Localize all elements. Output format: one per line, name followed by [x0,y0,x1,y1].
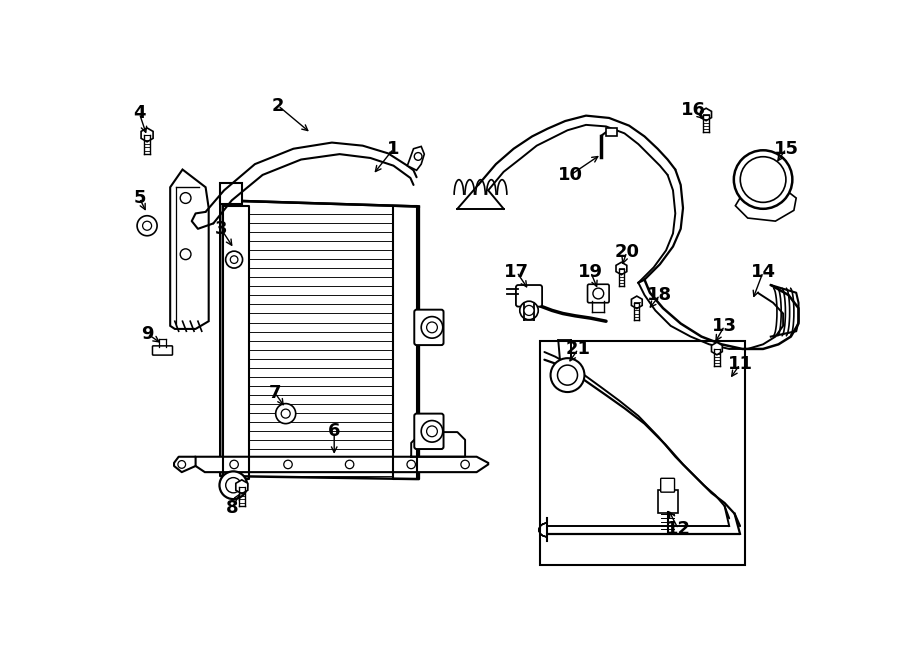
Circle shape [557,365,578,385]
Circle shape [220,471,248,499]
Circle shape [414,152,422,160]
FancyBboxPatch shape [661,479,674,492]
Text: 8: 8 [226,499,239,517]
Circle shape [427,426,437,437]
Text: 10: 10 [558,166,583,184]
Circle shape [427,322,437,333]
Circle shape [346,460,354,469]
Polygon shape [141,128,153,142]
Text: 17: 17 [504,263,529,281]
Polygon shape [701,109,712,120]
FancyBboxPatch shape [152,346,173,355]
Polygon shape [616,262,626,275]
Circle shape [180,249,191,260]
Circle shape [142,221,151,230]
Text: 14: 14 [751,263,776,281]
FancyBboxPatch shape [414,310,444,345]
FancyBboxPatch shape [220,183,242,204]
FancyBboxPatch shape [414,414,444,449]
Circle shape [284,460,292,469]
Text: 5: 5 [133,189,146,207]
Text: 4: 4 [133,105,146,122]
Polygon shape [408,146,424,170]
Circle shape [226,251,243,268]
Bar [540,341,744,565]
Text: 21: 21 [566,340,590,358]
Text: 12: 12 [666,520,691,538]
FancyBboxPatch shape [588,284,609,303]
Circle shape [275,404,296,424]
Polygon shape [632,296,643,308]
Text: 11: 11 [727,355,752,373]
Text: 1: 1 [387,140,400,158]
Polygon shape [236,480,248,494]
Circle shape [551,358,584,392]
Circle shape [421,316,443,338]
Text: 6: 6 [328,422,340,440]
Text: 16: 16 [681,101,706,119]
Circle shape [230,256,238,263]
Circle shape [230,460,238,469]
Text: 7: 7 [269,384,281,402]
Text: 19: 19 [578,263,603,281]
FancyBboxPatch shape [606,128,616,136]
Circle shape [421,420,443,442]
FancyBboxPatch shape [658,490,678,513]
Circle shape [180,193,191,203]
Text: 9: 9 [140,324,153,342]
Circle shape [178,461,185,468]
Circle shape [524,305,534,316]
Text: 3: 3 [215,220,228,238]
Polygon shape [712,342,723,355]
Circle shape [137,216,157,236]
Text: 13: 13 [712,317,737,335]
Polygon shape [170,169,209,329]
Circle shape [281,409,290,418]
Circle shape [734,150,792,209]
Text: 15: 15 [774,140,798,158]
Circle shape [226,477,241,493]
Polygon shape [735,190,796,221]
Circle shape [520,301,538,320]
Polygon shape [195,457,488,472]
Text: 20: 20 [615,243,639,261]
Circle shape [741,157,786,203]
Text: 2: 2 [272,97,284,115]
FancyBboxPatch shape [516,285,542,307]
Text: 18: 18 [647,286,672,304]
Circle shape [461,460,469,469]
Circle shape [407,460,416,469]
Circle shape [593,288,604,299]
